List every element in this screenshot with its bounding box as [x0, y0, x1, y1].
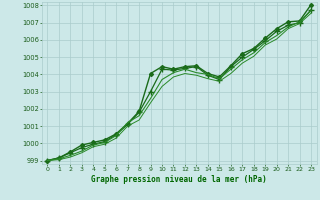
X-axis label: Graphe pression niveau de la mer (hPa): Graphe pression niveau de la mer (hPa)	[91, 175, 267, 184]
